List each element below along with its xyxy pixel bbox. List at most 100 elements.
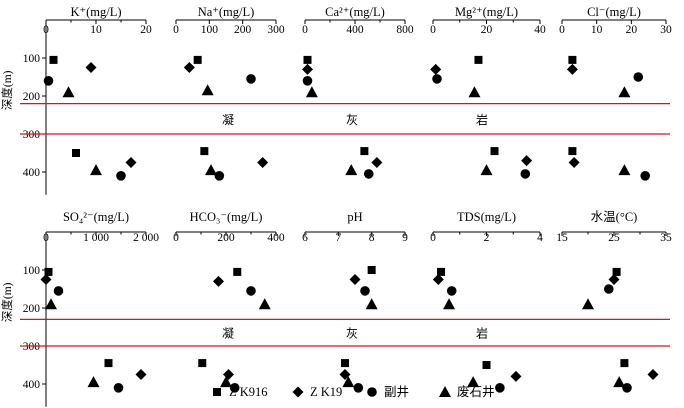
x-tick-label: 0 bbox=[559, 24, 565, 36]
x-tick-label: 20 bbox=[481, 24, 493, 36]
legend: Z K916 Z K19 副井 废石井 bbox=[213, 384, 495, 399]
marker-triangle bbox=[468, 86, 481, 98]
marker-diamond bbox=[302, 63, 313, 75]
marker-circle bbox=[43, 76, 54, 86]
legend-label: 废石井 bbox=[457, 384, 495, 399]
x-tick-label: 25 bbox=[608, 232, 620, 244]
panel-title: SO₄²⁻(mg/L) bbox=[63, 210, 129, 224]
marker-triangle bbox=[305, 86, 318, 98]
x-tick-label: 800 bbox=[396, 24, 414, 36]
x-tick-label: 10 bbox=[591, 24, 603, 36]
marker-circle bbox=[53, 286, 64, 296]
marker-triangle bbox=[342, 376, 355, 388]
marker-triangle bbox=[365, 298, 378, 310]
x-tick-label: 0 bbox=[302, 24, 308, 36]
marker-square bbox=[200, 147, 209, 156]
marker-diamond bbox=[40, 274, 52, 285]
marker-triangle bbox=[618, 164, 631, 176]
y-axis-label: 深度(m) bbox=[0, 70, 14, 110]
panel-8: pH 6 7 8 9 bbox=[302, 210, 408, 393]
marker-triangle bbox=[62, 86, 75, 98]
marker-triangle bbox=[618, 86, 631, 98]
marker-square bbox=[198, 359, 207, 368]
marker-square bbox=[437, 267, 446, 276]
y-axis-label: 深度(m) bbox=[0, 282, 14, 322]
panel-title: Cl⁻(mg/L) bbox=[587, 5, 641, 19]
marker-diamond bbox=[510, 370, 522, 382]
marker-triangle bbox=[45, 298, 57, 310]
marker-diamond bbox=[349, 274, 361, 285]
y-tick-label: 400 bbox=[23, 379, 41, 391]
marker-diamond bbox=[183, 62, 195, 73]
marker-triangle bbox=[201, 84, 214, 96]
y-tick-label: 300 bbox=[23, 341, 41, 353]
x-tick-label: 9 bbox=[402, 232, 408, 244]
marker-triangle bbox=[467, 376, 480, 388]
panel-9: TDS(mg/L) 0 2 4 bbox=[430, 210, 543, 393]
x-tick-label: 0 bbox=[430, 232, 436, 244]
marker-square bbox=[490, 147, 499, 156]
x-tick-label: 30 bbox=[660, 24, 672, 36]
marker-square bbox=[482, 361, 491, 369]
panel-title: Ca²⁺(mg/L) bbox=[325, 5, 385, 19]
panel-7: HCO₃⁻(mg/L) 0 200 400 bbox=[173, 210, 285, 393]
band-label: 岩 bbox=[476, 326, 488, 341]
marker-square bbox=[233, 267, 242, 276]
marker-square bbox=[72, 149, 80, 157]
band-label: 灰 bbox=[346, 113, 358, 127]
marker-diamond bbox=[568, 157, 580, 168]
band-label: 灰 bbox=[346, 327, 358, 341]
marker-circle bbox=[116, 171, 126, 181]
x-tick-label: 10 bbox=[90, 24, 102, 36]
y-tick-label: 400 bbox=[23, 167, 41, 179]
marker-circle bbox=[520, 169, 531, 179]
marker-square bbox=[104, 359, 113, 368]
marker-diamond bbox=[223, 369, 234, 380]
x-tick-label: 2 000 bbox=[133, 232, 159, 244]
marker-square bbox=[341, 359, 349, 368]
marker-diamond bbox=[608, 274, 620, 285]
x-tick-label: 0 bbox=[173, 232, 179, 244]
panel-title: Na⁺(mg/L) bbox=[198, 5, 255, 19]
panel-2: Na⁺(mg/L) 0 100 200 300 bbox=[173, 5, 285, 181]
marker-circle bbox=[353, 383, 364, 393]
marker-square bbox=[49, 55, 58, 64]
panel-title: HCO₃⁻(mg/L) bbox=[190, 210, 263, 224]
band-label: 凝 bbox=[222, 326, 234, 341]
band-label: 凝 bbox=[222, 112, 234, 127]
marker-diamond bbox=[430, 63, 442, 75]
x-tick-label: 200 bbox=[217, 232, 235, 244]
y-tick-label: 200 bbox=[23, 91, 41, 103]
x-tick-label: 400 bbox=[267, 232, 285, 244]
marker-triangle bbox=[258, 298, 271, 310]
legend-marker-square bbox=[213, 388, 221, 396]
x-tick-label: 40 bbox=[534, 24, 546, 36]
x-tick-label: 20 bbox=[140, 24, 152, 36]
marker-diamond bbox=[521, 155, 533, 167]
marker-square bbox=[568, 147, 577, 156]
marker-circle bbox=[495, 383, 505, 393]
marker-diamond bbox=[257, 157, 269, 168]
y-tick-label: 300 bbox=[23, 129, 41, 141]
legend-marker-circle bbox=[367, 387, 377, 397]
marker-circle bbox=[246, 286, 256, 296]
x-tick-label: 2 bbox=[484, 232, 490, 244]
x-tick-label: 0 bbox=[430, 24, 436, 36]
rock-bands: 凝灰岩凝灰岩 bbox=[20, 102, 670, 347]
legend-marker-diamond bbox=[292, 386, 304, 398]
marker-square bbox=[303, 55, 312, 64]
legend-label: 副井 bbox=[384, 384, 409, 399]
marker-diamond bbox=[213, 275, 224, 287]
x-tick-label: 0 bbox=[173, 24, 179, 36]
marker-circle bbox=[432, 74, 442, 84]
marker-circle bbox=[214, 171, 225, 181]
x-tick-label: 20 bbox=[626, 24, 638, 36]
marker-circle bbox=[360, 286, 370, 296]
x-tick-label: 400 bbox=[346, 24, 364, 36]
panel-title: TDS(mg/L) bbox=[457, 210, 516, 224]
x-tick-label: 15 bbox=[556, 232, 568, 244]
marker-circle bbox=[633, 72, 644, 82]
y-tick-label: 200 bbox=[23, 303, 41, 315]
x-tick-label: 8 bbox=[369, 232, 375, 244]
